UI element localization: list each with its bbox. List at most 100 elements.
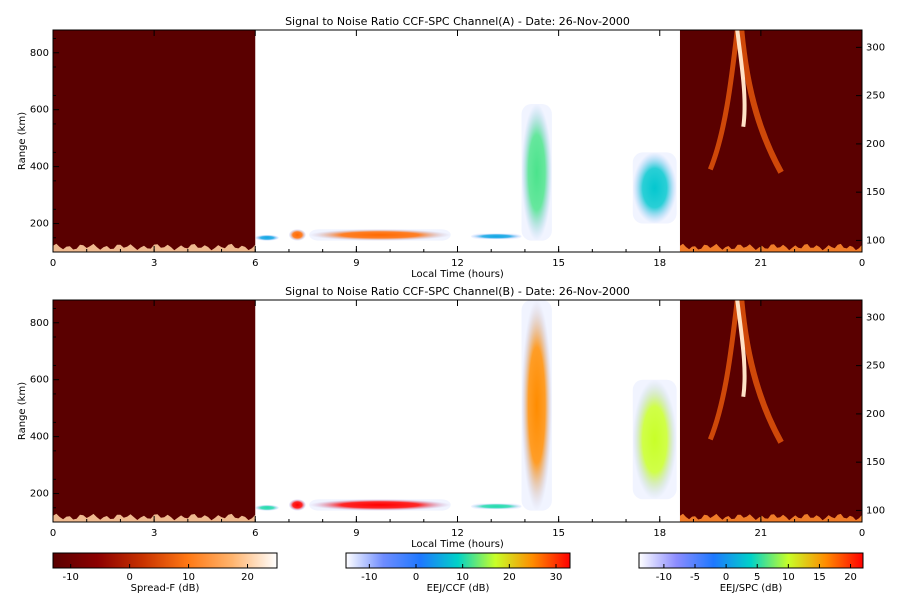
y2-axis: 100 150 200 250 300 xyxy=(856,312,885,516)
spread-f-plume-branch xyxy=(707,299,740,441)
y2-tick-label: 150 xyxy=(866,187,885,198)
spread-f-region xyxy=(53,300,256,522)
y2-axis: 100 150 200 250 300 xyxy=(856,42,885,246)
x-tick-label: 3 xyxy=(151,258,157,269)
spread-f-plume-branch xyxy=(707,29,740,171)
y2-tick-label: 200 xyxy=(866,409,885,420)
eej-echo xyxy=(255,234,279,241)
colorbar-tick-label: 0 xyxy=(723,572,729,583)
spread-f-region xyxy=(53,30,256,252)
y2-tick-label: 300 xyxy=(866,42,885,53)
spread-f-region xyxy=(679,30,862,252)
y-axis: 200 400 600 800 xyxy=(30,308,59,509)
colorbar-label: EEJ/SPC (dB) xyxy=(720,583,783,594)
y2-tick-label: 300 xyxy=(866,312,885,323)
colorbar-tick-label: 20 xyxy=(844,572,857,583)
spread-f-region xyxy=(679,300,862,522)
colorbar-tick-label: 20 xyxy=(503,572,516,583)
eej-echo xyxy=(632,152,677,224)
y2-tick-label: 200 xyxy=(866,139,885,150)
colorbar-tick-label: 5 xyxy=(754,572,760,583)
eej-echo xyxy=(632,379,677,500)
x-tick-label: 6 xyxy=(252,258,258,269)
x-tick-label: 0 xyxy=(50,528,56,539)
colorbar-tick-label: 20 xyxy=(241,572,254,583)
eej-echo xyxy=(470,503,522,510)
x-tick-label: 21 xyxy=(755,258,768,269)
colorbar-tick-label: -10 xyxy=(361,572,377,583)
y2-tick-label: 250 xyxy=(866,91,885,102)
y-tick-label: 400 xyxy=(30,432,49,443)
colorbar-ramp xyxy=(638,552,864,569)
x-tick-label: 21 xyxy=(755,528,768,539)
panel-b: Signal to Noise Ratio CCF-SPC Channel(B)… xyxy=(17,285,885,550)
spread-f-plume-branch xyxy=(738,29,784,174)
colorbar-tick-label: 0 xyxy=(413,572,419,583)
eej-echo xyxy=(470,233,522,240)
x-tick-label: 18 xyxy=(653,258,666,269)
eej-echo xyxy=(309,229,451,241)
spread-f-bottom-layer xyxy=(679,513,862,522)
panel-a: Signal to Noise Ratio CCF-SPC Channel(A)… xyxy=(17,15,885,280)
eej-echo xyxy=(521,104,552,241)
colorbar-3: -10 -5 0 5 10 15 20 EEJ/SPC (dB) xyxy=(638,552,864,594)
x-tick-label: 12 xyxy=(451,258,464,269)
colorbar-label: Spread-F (dB) xyxy=(131,583,200,594)
colorbar-tick-label: 30 xyxy=(550,572,563,583)
x-tick-label: 6 xyxy=(252,528,258,539)
colorbar-label: EEJ/CCF (dB) xyxy=(427,583,490,594)
panel-title: Signal to Noise Ratio CCF-SPC Channel(B)… xyxy=(285,285,630,298)
y2-tick-label: 250 xyxy=(866,361,885,372)
y2-tick-label: 100 xyxy=(866,505,885,516)
colorbar-tick-label: 10 xyxy=(182,572,195,583)
colorbar-tick-label: -10 xyxy=(63,572,79,583)
y-tick-label: 600 xyxy=(30,375,49,386)
x-tick-label: 0 xyxy=(859,528,865,539)
x-tick-label: 15 xyxy=(552,528,565,539)
colorbar-tick-label: 10 xyxy=(782,572,795,583)
x-tick-label: 18 xyxy=(653,528,666,539)
y-axis-label: Range (km) xyxy=(17,382,28,440)
y-axis-label: Range (km) xyxy=(17,112,28,170)
eej-echo xyxy=(288,229,306,241)
y-axis: 200 400 600 800 xyxy=(30,38,59,239)
y-tick-label: 800 xyxy=(30,318,49,329)
panels: Signal to Noise Ratio CCF-SPC Channel(A)… xyxy=(17,15,885,550)
colorbar-ramp xyxy=(345,552,571,569)
x-tick-label: 0 xyxy=(859,258,865,269)
eej-echo xyxy=(521,300,552,511)
y-tick-label: 200 xyxy=(30,219,49,230)
spread-f-plume-branch xyxy=(738,299,784,444)
colorbar-tick-label: 10 xyxy=(456,572,469,583)
colorbar-1: -10 0 10 20 Spread-F (dB) xyxy=(52,552,278,594)
y2-tick-label: 100 xyxy=(866,235,885,246)
x-axis-label: Local Time (hours) xyxy=(411,539,504,550)
colorbar-ramp xyxy=(52,552,278,569)
x-tick-label: 12 xyxy=(451,528,464,539)
x-axis: 0 3 6 9 12 15 18 21 0 xyxy=(50,30,865,269)
spread-f-plume-core xyxy=(735,29,747,128)
panel-title: Signal to Noise Ratio CCF-SPC Channel(A)… xyxy=(285,15,630,28)
eej-echo xyxy=(255,504,279,511)
x-tick-label: 0 xyxy=(50,258,56,269)
eej-echo xyxy=(288,499,306,511)
spread-f-plume-core xyxy=(735,299,747,398)
y2-tick-label: 150 xyxy=(866,457,885,468)
colorbar-tick-label: -10 xyxy=(656,572,672,583)
y-tick-label: 600 xyxy=(30,105,49,116)
eej-echo xyxy=(309,499,451,511)
colorbars: -10 0 10 20 Spread-F (dB) -10 0 10 20 30 EEJ/CCF (… xyxy=(52,552,864,594)
x-tick-label: 3 xyxy=(151,528,157,539)
x-axis-label: Local Time (hours) xyxy=(411,269,504,280)
x-tick-label: 9 xyxy=(353,258,359,269)
colorbar-tick-label: 0 xyxy=(126,572,132,583)
colorbar-tick-label: -5 xyxy=(690,572,700,583)
spread-f-bottom-layer xyxy=(679,243,862,252)
y-tick-label: 200 xyxy=(30,489,49,500)
y-tick-label: 400 xyxy=(30,162,49,173)
colorbar-tick-label: 15 xyxy=(813,572,826,583)
colorbar-2: -10 0 10 20 30 EEJ/CCF (dB) xyxy=(345,552,571,594)
y-tick-label: 800 xyxy=(30,48,49,59)
x-axis: 0 3 6 9 12 15 18 21 0 xyxy=(50,300,865,539)
